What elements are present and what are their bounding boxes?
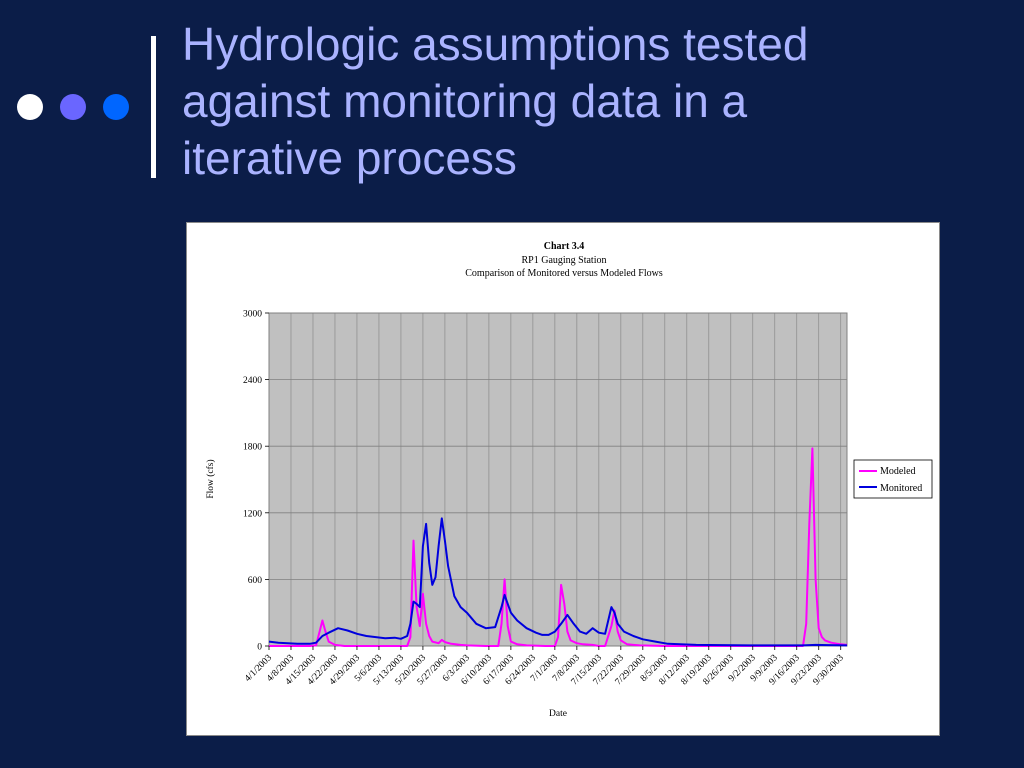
legend: Modeled Monitored bbox=[853, 459, 933, 499]
slide-title-line-1: Hydrologic assumptions tested bbox=[182, 18, 809, 70]
chart-subtitle-2: Comparison of Monitored versus Modeled F… bbox=[465, 268, 663, 279]
y-axis-label: Flow (cfs) bbox=[205, 459, 216, 498]
y-tick-label: 2400 bbox=[243, 376, 262, 386]
chart-panel: Chart 3.4 RP1 Gauging Station Comparison… bbox=[186, 222, 940, 736]
legend-label-modeled: Modeled bbox=[880, 466, 916, 477]
slide-title-line-2: against monitoring data in a bbox=[182, 75, 748, 127]
bullet-dot-blue bbox=[103, 94, 129, 120]
y-tick-label: 1800 bbox=[243, 443, 262, 453]
chart-title: Chart 3.4 bbox=[544, 241, 585, 252]
y-tick-label: 3000 bbox=[243, 310, 262, 320]
slide-title-line-3: iterative process bbox=[182, 132, 517, 184]
bullet-dot-white bbox=[17, 94, 43, 120]
legend-box bbox=[853, 459, 933, 499]
plot-area bbox=[268, 312, 848, 647]
series-line-monitored bbox=[268, 517, 848, 647]
legend-label-monitored: Monitored bbox=[880, 483, 922, 494]
slide-title: Hydrologic assumptions tested against mo… bbox=[182, 16, 982, 187]
x-axis-label: Date bbox=[549, 709, 567, 719]
chart-subtitle-1: RP1 Gauging Station bbox=[521, 255, 606, 266]
title-divider-bar bbox=[151, 36, 156, 178]
flow-chart: Chart 3.4 RP1 Gauging Station Comparison… bbox=[205, 241, 933, 719]
bullet-dot-violet bbox=[60, 94, 86, 120]
y-tick-label: 0 bbox=[257, 643, 262, 653]
y-tick-label: 1200 bbox=[243, 509, 262, 519]
y-tick-label: 600 bbox=[248, 576, 263, 586]
